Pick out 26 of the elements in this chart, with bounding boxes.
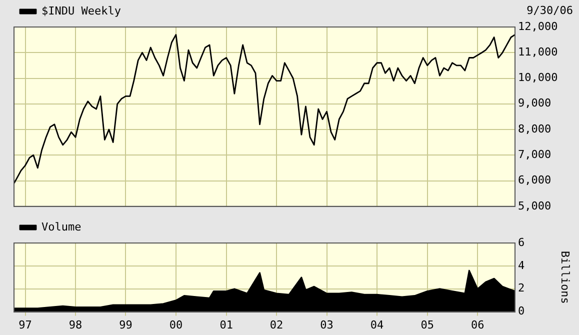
y-tick-label: 11,000 xyxy=(518,45,558,58)
y-tick-label: 2 xyxy=(518,282,525,295)
y-tick-label: 0 xyxy=(518,304,525,318)
y-tick-label: 6,000 xyxy=(518,174,552,187)
x-tick-label: 97 xyxy=(18,318,32,332)
y-tick-label: 8,000 xyxy=(518,122,552,136)
x-tick-label: 02 xyxy=(270,318,284,332)
y-tick-label: 12,000 xyxy=(518,20,558,33)
y-tick-label: 5,000 xyxy=(518,199,552,212)
x-tick-label: 99 xyxy=(119,318,132,332)
y-axis-title: Billions xyxy=(558,250,572,304)
text: 9/30/06 xyxy=(526,4,573,17)
x-tick-label: 03 xyxy=(320,318,334,332)
x-tick-label: 05 xyxy=(420,318,434,332)
y-tick-label: 10,000 xyxy=(518,71,558,84)
x-tick-label: 00 xyxy=(169,318,183,332)
x-tick-label: 98 xyxy=(68,318,82,332)
legend-label: Volume xyxy=(42,220,82,234)
y-tick-label: 9,000 xyxy=(518,96,552,110)
x-tick-label: 04 xyxy=(370,318,384,332)
legend-label: $INDU Weekly xyxy=(42,4,122,18)
y-tick-label: 7,000 xyxy=(518,148,552,161)
x-tick-label: 01 xyxy=(220,318,233,332)
x-tick-label: 06 xyxy=(470,318,484,332)
y-tick-label: 6 xyxy=(518,236,525,249)
y-tick-label: 4 xyxy=(518,258,525,272)
